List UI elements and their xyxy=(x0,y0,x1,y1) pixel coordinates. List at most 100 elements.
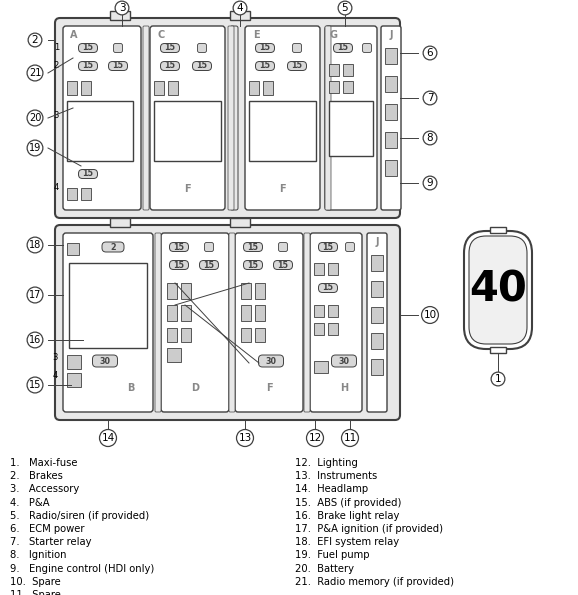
Bar xyxy=(328,323,338,335)
FancyBboxPatch shape xyxy=(63,233,153,412)
Bar xyxy=(329,64,339,76)
Text: 9.   Engine control (HDI only): 9. Engine control (HDI only) xyxy=(10,563,154,574)
Text: D: D xyxy=(191,383,199,393)
Bar xyxy=(255,283,265,299)
Text: 18: 18 xyxy=(29,240,41,250)
Text: 4: 4 xyxy=(53,371,58,380)
Text: 3: 3 xyxy=(54,111,59,121)
FancyBboxPatch shape xyxy=(55,18,400,218)
FancyBboxPatch shape xyxy=(192,61,212,70)
Bar xyxy=(385,104,397,120)
FancyBboxPatch shape xyxy=(287,61,306,70)
Bar xyxy=(371,255,383,271)
Bar xyxy=(230,218,250,227)
Bar xyxy=(81,81,91,95)
Text: 3: 3 xyxy=(118,3,125,13)
FancyBboxPatch shape xyxy=(318,283,338,293)
FancyBboxPatch shape xyxy=(109,61,128,70)
Text: 15: 15 xyxy=(247,243,258,252)
Text: 30: 30 xyxy=(339,356,350,365)
Bar xyxy=(230,11,250,20)
Text: 30: 30 xyxy=(99,356,110,365)
Text: 4.   P&A: 4. P&A xyxy=(10,497,50,508)
Text: 15.  ABS (if provided): 15. ABS (if provided) xyxy=(295,497,401,508)
Text: H: H xyxy=(340,383,348,393)
Text: 11.  Spare: 11. Spare xyxy=(10,590,61,595)
Text: 15: 15 xyxy=(29,380,41,390)
Bar xyxy=(329,81,339,93)
Text: 1: 1 xyxy=(495,374,501,384)
Bar xyxy=(167,348,181,362)
FancyBboxPatch shape xyxy=(255,61,275,70)
Text: G: G xyxy=(330,30,338,40)
FancyBboxPatch shape xyxy=(381,26,401,210)
Bar xyxy=(67,243,79,255)
Text: 18.  EFI system relay: 18. EFI system relay xyxy=(295,537,399,547)
Text: F: F xyxy=(266,383,272,393)
Text: 15: 15 xyxy=(165,43,176,52)
Bar xyxy=(241,328,251,342)
FancyBboxPatch shape xyxy=(325,26,331,210)
FancyBboxPatch shape xyxy=(325,26,377,210)
Text: 15: 15 xyxy=(260,43,271,52)
Text: 19: 19 xyxy=(29,143,41,153)
Bar xyxy=(314,305,324,317)
Bar xyxy=(490,227,506,233)
Text: 3: 3 xyxy=(53,353,58,362)
Text: 11: 11 xyxy=(343,433,357,443)
Bar xyxy=(67,355,81,369)
Bar xyxy=(314,323,324,335)
Bar xyxy=(67,188,77,200)
FancyBboxPatch shape xyxy=(310,233,362,412)
Bar xyxy=(385,48,397,64)
FancyBboxPatch shape xyxy=(362,43,372,52)
FancyBboxPatch shape xyxy=(235,233,303,412)
Bar xyxy=(371,359,383,375)
Bar xyxy=(181,283,191,299)
Text: 2: 2 xyxy=(54,61,59,70)
Text: 19.  Fuel pump: 19. Fuel pump xyxy=(295,550,369,560)
Text: 15: 15 xyxy=(260,61,271,70)
Bar xyxy=(343,81,353,93)
Text: 15: 15 xyxy=(203,261,214,270)
Bar xyxy=(328,305,338,317)
Bar xyxy=(371,333,383,349)
Bar xyxy=(67,373,81,387)
Text: 15: 15 xyxy=(173,243,184,252)
Text: 15: 15 xyxy=(338,43,349,52)
FancyBboxPatch shape xyxy=(245,26,320,210)
Text: 6.   ECM power: 6. ECM power xyxy=(10,524,84,534)
Text: 15: 15 xyxy=(323,283,334,293)
FancyBboxPatch shape xyxy=(279,243,287,252)
FancyBboxPatch shape xyxy=(332,355,357,367)
FancyBboxPatch shape xyxy=(469,236,527,344)
Text: 30: 30 xyxy=(265,356,276,365)
Text: 15: 15 xyxy=(197,61,208,70)
Text: 40: 40 xyxy=(469,269,527,311)
Text: 7: 7 xyxy=(427,93,434,103)
Bar xyxy=(314,263,324,275)
Bar xyxy=(110,11,130,20)
Bar xyxy=(69,263,147,348)
FancyBboxPatch shape xyxy=(169,261,188,270)
FancyBboxPatch shape xyxy=(367,233,387,412)
Bar xyxy=(255,305,265,321)
Bar xyxy=(81,188,91,200)
FancyBboxPatch shape xyxy=(334,43,353,52)
Text: J: J xyxy=(375,237,379,247)
Text: B: B xyxy=(127,383,135,393)
Text: A: A xyxy=(71,30,78,40)
Text: 17: 17 xyxy=(29,290,41,300)
Text: 15: 15 xyxy=(277,261,288,270)
Text: 20: 20 xyxy=(29,113,41,123)
Text: 10.  Spare: 10. Spare xyxy=(10,577,61,587)
Text: 1.   Maxi-fuse: 1. Maxi-fuse xyxy=(10,458,77,468)
Text: 15: 15 xyxy=(83,61,94,70)
FancyBboxPatch shape xyxy=(229,233,235,412)
FancyBboxPatch shape xyxy=(255,43,275,52)
Text: 3.   Accessory: 3. Accessory xyxy=(10,484,79,494)
Text: 10: 10 xyxy=(424,310,436,320)
Text: 21: 21 xyxy=(29,68,41,78)
FancyBboxPatch shape xyxy=(79,61,98,70)
Bar xyxy=(385,132,397,148)
